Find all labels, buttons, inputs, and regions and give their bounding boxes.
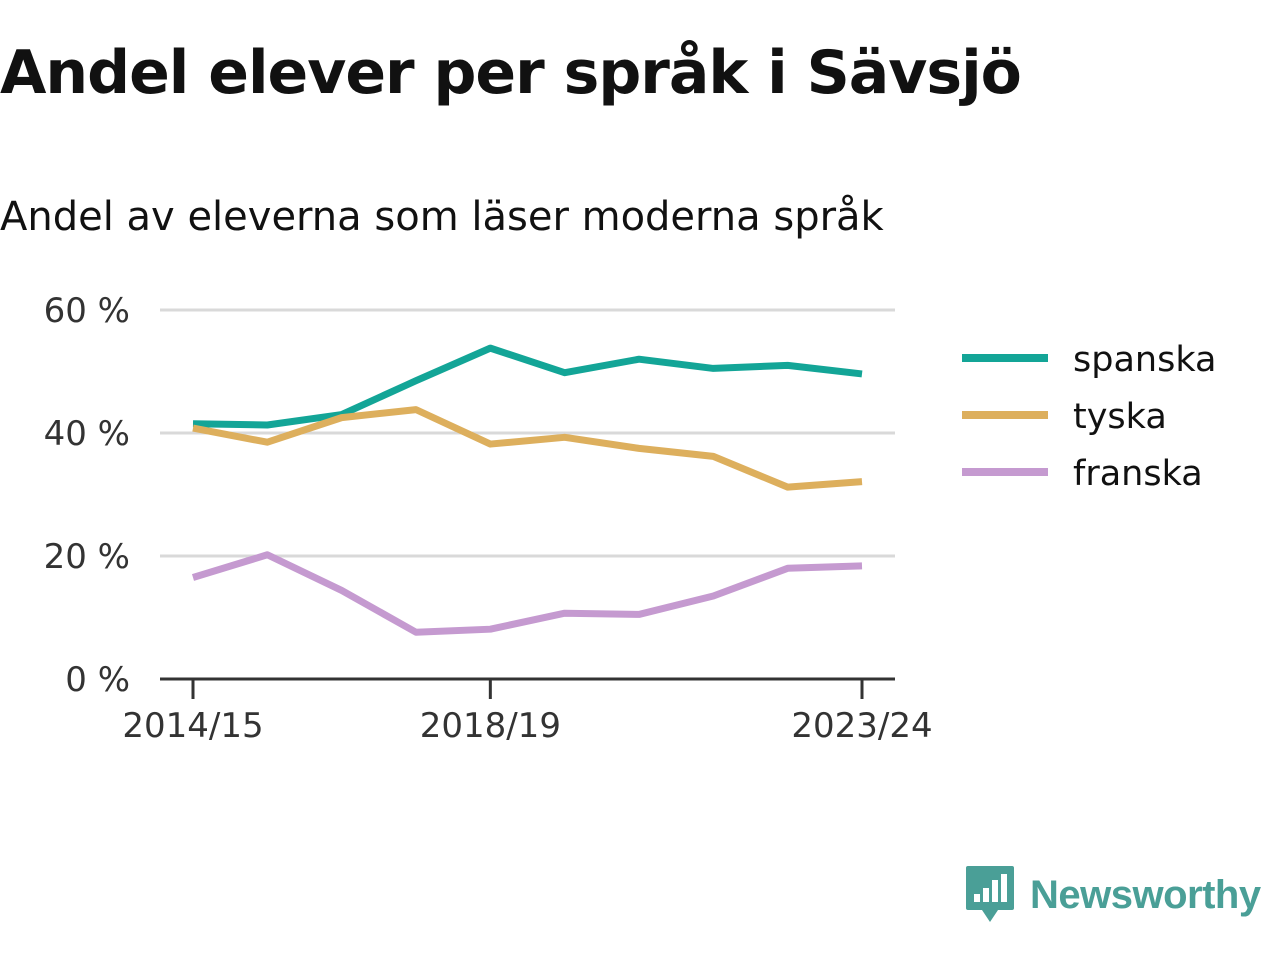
chart-subtitle: Andel av eleverna som läser moderna språ…: [0, 194, 884, 240]
x-tick-label: 2014/15: [122, 706, 263, 746]
newsworthy-logo-icon: [966, 866, 1014, 922]
y-tick-label: 60 %: [44, 291, 130, 331]
x-tick-label: 2018/19: [420, 706, 561, 746]
y-tick-label: 20 %: [44, 537, 130, 577]
x-tick-label: 2023/24: [791, 706, 932, 746]
x-axis: [160, 677, 895, 699]
newsworthy-brand: Newsworthy: [964, 864, 1261, 926]
series-line-spanska: [192, 344, 863, 429]
y-axis-labels: 0 % 20 % 40 % 60 %: [44, 291, 130, 700]
legend: spanska tyska franska: [962, 340, 1216, 494]
x-axis-labels: 2014/15 2018/19 2023/24: [122, 706, 932, 746]
legend-label-franska: franska: [1073, 454, 1203, 494]
series-line-tyska: [192, 406, 863, 491]
legend-label-spanska: spanska: [1073, 340, 1216, 380]
gridlines: [160, 308, 895, 558]
y-tick-label: 40 %: [44, 414, 130, 454]
legend-label-tyska: tyska: [1073, 397, 1167, 437]
brand-name: Newsworthy: [1030, 872, 1261, 917]
series-lines: [191, 344, 863, 636]
y-tick-label: 0 %: [65, 660, 130, 700]
chart-title: Andel elever per språk i Sävsjö: [0, 38, 1022, 108]
series-line-franska: [191, 551, 863, 636]
